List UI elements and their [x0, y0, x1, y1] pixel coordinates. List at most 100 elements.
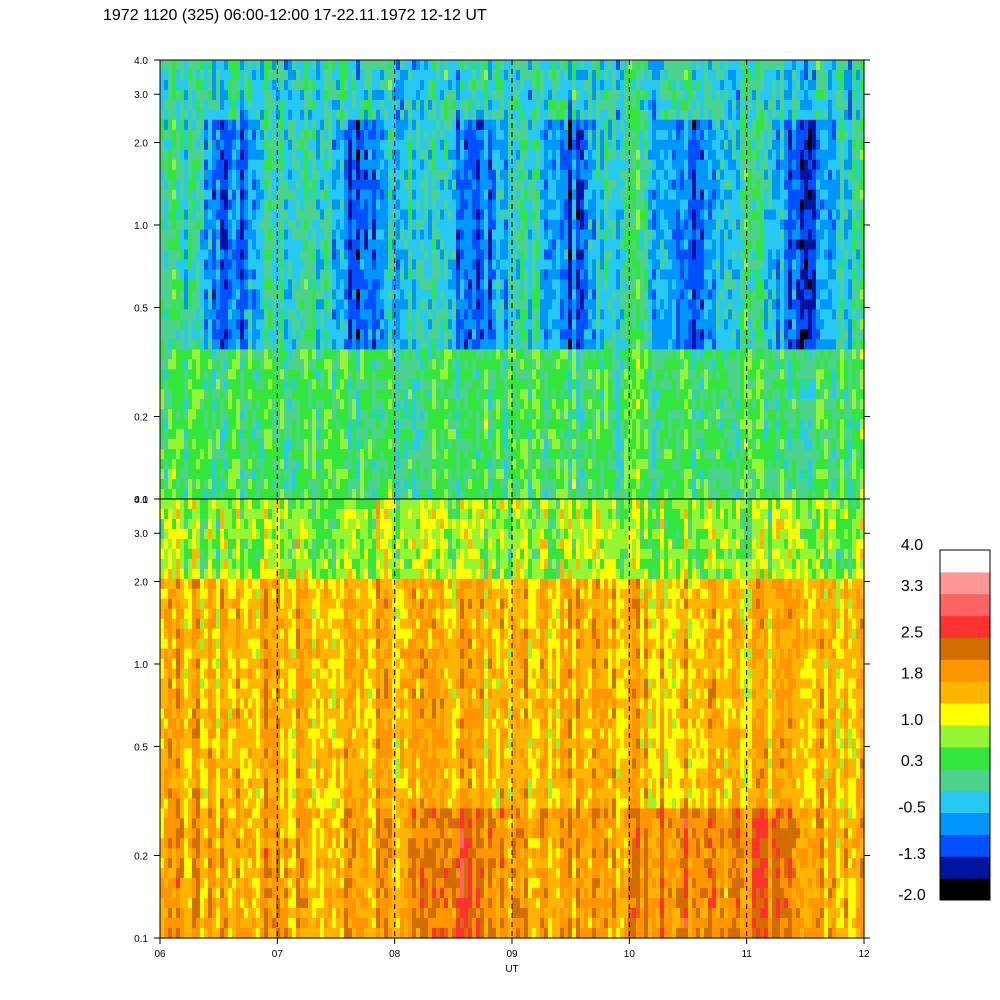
heatmap-cell — [572, 379, 577, 390]
heatmap-cell — [532, 230, 537, 241]
heatmap-cell — [352, 459, 357, 470]
heatmap-cell — [328, 100, 333, 111]
heatmap-cell — [416, 110, 421, 121]
heatmap-cell — [216, 280, 221, 291]
heatmap-cell — [184, 160, 189, 171]
heatmap-cell — [528, 160, 533, 171]
heatmap-cell — [500, 160, 505, 171]
heatmap-cell — [600, 319, 605, 330]
heatmap-cell — [412, 469, 417, 480]
heatmap-cell — [244, 319, 249, 330]
heatmap-cell — [424, 449, 429, 460]
heatmap-cell — [276, 200, 281, 211]
heatmap-cell — [268, 389, 273, 400]
heatmap-cell — [460, 80, 465, 91]
heatmap-cell — [568, 160, 573, 171]
heatmap-cell — [396, 80, 401, 91]
heatmap-cell — [280, 379, 285, 390]
heatmap-cell — [384, 299, 389, 310]
heatmap-cell — [320, 210, 325, 221]
heatmap-cell — [596, 429, 601, 440]
heatmap-cell — [336, 469, 341, 480]
heatmap-cell — [176, 100, 181, 111]
heatmap-cell — [460, 260, 465, 271]
heatmap-cell — [204, 130, 209, 141]
heatmap-cell — [204, 90, 209, 101]
heatmap-cell — [500, 489, 505, 500]
heatmap-cell — [352, 379, 357, 390]
heatmap-cell — [492, 220, 497, 231]
heatmap-cell — [424, 299, 429, 310]
heatmap-cell — [284, 100, 289, 111]
heatmap-cell — [332, 399, 337, 410]
heatmap-cell — [312, 399, 317, 410]
heatmap-cell — [536, 170, 541, 181]
heatmap-cell — [500, 190, 505, 201]
heatmap-cell — [472, 469, 477, 480]
heatmap-cell — [596, 379, 601, 390]
heatmap-cell — [184, 100, 189, 111]
heatmap-cell — [588, 419, 593, 430]
heatmap-cell — [356, 250, 361, 261]
heatmap-cell — [504, 180, 509, 191]
heatmap-cell — [316, 120, 321, 131]
heatmap-cell — [280, 250, 285, 261]
heatmap-cell — [228, 489, 233, 500]
heatmap-cell — [252, 130, 257, 141]
heatmap-cell — [440, 319, 445, 330]
heatmap-cell — [548, 459, 553, 470]
heatmap-cell — [528, 399, 533, 410]
heatmap-cell — [564, 289, 569, 300]
heatmap-cell — [372, 190, 377, 201]
heatmap-cell — [276, 399, 281, 410]
heatmap-cell — [556, 439, 561, 450]
heatmap-cell — [588, 339, 593, 350]
heatmap-cell — [280, 210, 285, 221]
heatmap-cell — [536, 190, 541, 201]
heatmap-cell — [308, 150, 313, 161]
heatmap-cell — [288, 349, 293, 360]
heatmap-cell — [464, 230, 469, 241]
heatmap-cell — [272, 369, 277, 380]
heatmap-cell — [244, 309, 249, 320]
heatmap-cell — [400, 80, 405, 91]
heatmap-cell — [476, 230, 481, 241]
heatmap-cell — [452, 200, 457, 211]
heatmap-cell — [176, 60, 181, 71]
heatmap-cell — [420, 429, 425, 440]
heatmap-cell — [312, 439, 317, 450]
heatmap-cell — [400, 409, 405, 420]
heatmap-cell — [552, 130, 557, 141]
heatmap-cell — [492, 399, 497, 410]
heatmap-cell — [532, 200, 537, 211]
heatmap-cell — [220, 240, 225, 251]
heatmap-cell — [180, 309, 185, 320]
heatmap-cell — [268, 429, 273, 440]
heatmap-cell — [372, 309, 377, 320]
heatmap-cell — [588, 110, 593, 121]
heatmap-cell — [316, 469, 321, 480]
heatmap-cell — [452, 230, 457, 241]
heatmap-cell — [364, 489, 369, 500]
heatmap-cell — [600, 110, 605, 121]
heatmap-cell — [168, 399, 173, 410]
heatmap-cell — [352, 160, 357, 171]
heatmap-cell — [388, 280, 393, 291]
heatmap-cell — [568, 289, 573, 300]
heatmap-cell — [220, 120, 225, 131]
heatmap-cell — [512, 339, 517, 350]
heatmap-cell — [284, 250, 289, 261]
heatmap-cell — [464, 210, 469, 221]
heatmap-cell — [400, 110, 405, 121]
heatmap-cell — [164, 80, 169, 91]
heatmap-cell — [476, 280, 481, 291]
heatmap-cell — [328, 299, 333, 310]
heatmap-cell — [236, 250, 241, 261]
heatmap-cell — [560, 100, 565, 111]
heatmap-cell — [584, 180, 589, 191]
heatmap-cell — [568, 250, 573, 261]
heatmap-cell — [172, 280, 177, 291]
heatmap-cell — [224, 210, 229, 221]
heatmap-cell — [604, 220, 609, 231]
heatmap-cell — [496, 100, 501, 111]
